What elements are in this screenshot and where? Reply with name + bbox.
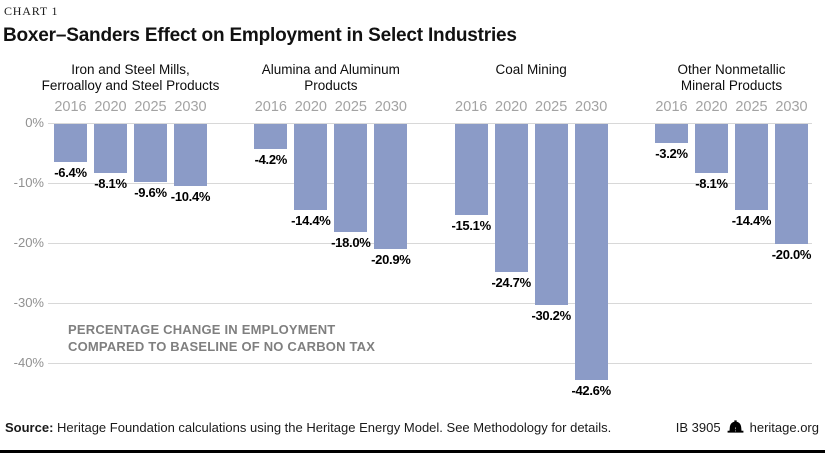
y-axis-tick: -10% bbox=[13, 175, 44, 190]
gridline bbox=[48, 183, 812, 184]
year-label: 2016 bbox=[254, 99, 287, 115]
year-label: 2025 bbox=[735, 99, 768, 115]
chart: 0% -10% -20% -30% -40% Iron and Steel Mills,… bbox=[0, 58, 825, 406]
year-label: 2020 bbox=[695, 99, 728, 115]
bar bbox=[454, 124, 488, 215]
value-label: -20.0% bbox=[771, 247, 812, 262]
group-title: Coal Mining bbox=[495, 62, 567, 77]
value-label: -20.9% bbox=[371, 252, 411, 268]
bar bbox=[774, 124, 808, 244]
year-label: 2016 bbox=[54, 99, 87, 115]
year-label: 2025 bbox=[535, 99, 568, 115]
bar-group: Iron and Steel Mills, Ferroalloy and Ste… bbox=[42, 58, 220, 406]
bar-group: Alumina and Aluminum Products 2016 -4.2% 20… bbox=[254, 58, 411, 406]
heritage-bell-icon bbox=[727, 420, 744, 435]
y-axis-tick: -30% bbox=[13, 295, 44, 310]
y-axis-tick: -40% bbox=[13, 355, 44, 370]
bar bbox=[574, 124, 608, 380]
page-title: Boxer–Sanders Effect on Employment in Se… bbox=[3, 25, 517, 46]
year-label: 2025 bbox=[334, 99, 367, 115]
bar bbox=[654, 124, 688, 144]
year-label: 2030 bbox=[775, 99, 808, 115]
bar bbox=[94, 124, 127, 173]
year-label: 2030 bbox=[174, 99, 207, 115]
y-axis-tick: 0% bbox=[25, 115, 44, 130]
gridline bbox=[48, 123, 812, 124]
value-label: -6.4% bbox=[54, 165, 87, 181]
bar-group: Other Nonmetallic Mineral Products 2016 -3… bbox=[654, 58, 811, 406]
bar bbox=[534, 124, 568, 306]
year-label: 2020 bbox=[94, 99, 127, 115]
value-label: -42.6% bbox=[571, 382, 611, 398]
bar bbox=[494, 124, 528, 273]
site-link[interactable]: heritage.org bbox=[749, 420, 819, 435]
value-label: -8.1% bbox=[94, 175, 127, 191]
year-label: 2030 bbox=[575, 99, 608, 115]
group-title: Iron and Steel Mills, Ferroalloy and Ste… bbox=[41, 62, 220, 93]
year-label: 2020 bbox=[294, 99, 327, 115]
source-text: Heritage Foundation calculations using t… bbox=[53, 420, 612, 435]
gridline bbox=[48, 303, 812, 304]
value-label: -9.6% bbox=[134, 184, 167, 200]
source-label: Source: bbox=[5, 420, 54, 435]
value-label: -8.1% bbox=[695, 175, 728, 191]
year-label: 2020 bbox=[495, 99, 528, 115]
bar bbox=[374, 124, 408, 250]
y-axis-tick: -20% bbox=[13, 235, 44, 250]
bar bbox=[294, 124, 328, 211]
year-label: 2025 bbox=[134, 99, 167, 115]
bar bbox=[694, 124, 728, 173]
value-label: -14.4% bbox=[731, 213, 772, 229]
bar bbox=[174, 124, 207, 187]
value-label: -4.2% bbox=[254, 152, 288, 168]
bar bbox=[54, 124, 87, 163]
groups-row: Iron and Steel Mills, Ferroalloy and Ste… bbox=[42, 58, 812, 406]
bar bbox=[254, 124, 288, 150]
gridline bbox=[48, 363, 812, 364]
source-note: Source: Heritage Foundation calculations… bbox=[5, 420, 611, 435]
report-id: IB 3905 bbox=[675, 420, 721, 435]
value-label: -10.4% bbox=[170, 189, 211, 205]
value-label: -14.4% bbox=[291, 213, 331, 229]
value-label: -24.7% bbox=[491, 275, 531, 291]
value-label: -15.1% bbox=[451, 217, 491, 233]
bar bbox=[734, 124, 768, 211]
year-label: 2030 bbox=[374, 99, 407, 115]
value-label: -30.2% bbox=[531, 308, 571, 324]
bar bbox=[134, 124, 167, 182]
gridline bbox=[48, 243, 812, 244]
value-label: -18.0% bbox=[331, 235, 371, 250]
group-title: Alumina and Aluminum Products bbox=[261, 62, 400, 93]
bar bbox=[334, 124, 368, 232]
value-label: -3.2% bbox=[655, 146, 688, 162]
bottom-rule bbox=[0, 450, 825, 453]
group-title: Other Nonmetallic Mineral Products bbox=[677, 62, 786, 93]
year-label: 2016 bbox=[655, 99, 688, 115]
footer-right: IB 3905 heritage.org bbox=[676, 420, 819, 435]
bar-group: Coal Mining 2016 -15.1% 2020 -24.7% 2025 -30.2… bbox=[451, 58, 611, 406]
chart-kicker: CHART 1 bbox=[4, 4, 59, 18]
year-label: 2016 bbox=[455, 99, 488, 115]
chart-annotation: PERCENTAGE CHANGE IN EMPLOYMENT COMPARED… bbox=[68, 322, 376, 354]
